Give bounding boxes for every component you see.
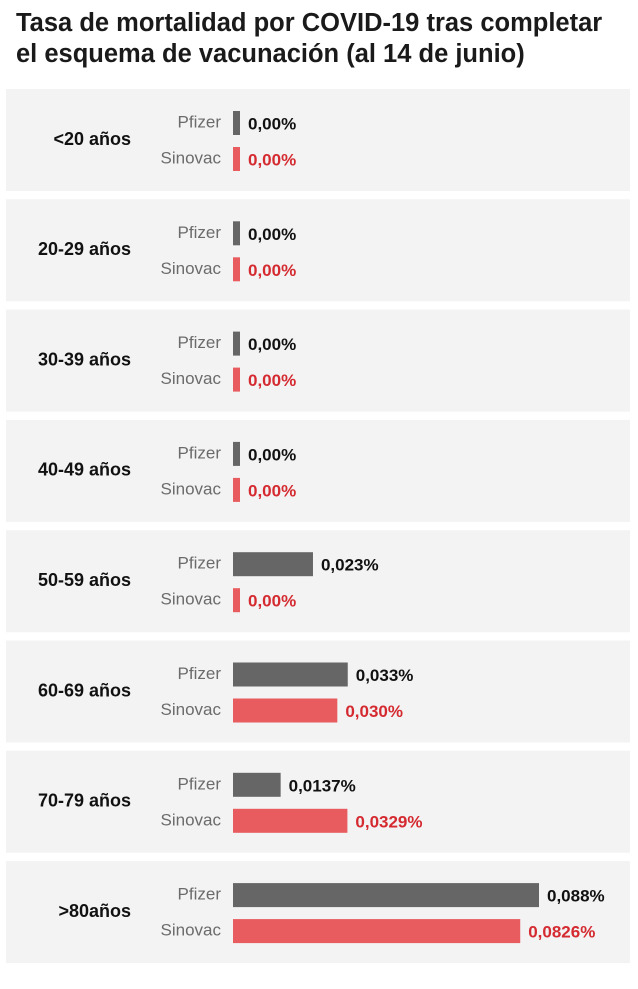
data-label: 0,00%: [248, 150, 296, 169]
sinovac-bar: [233, 147, 240, 171]
sinovac-bar: [233, 367, 240, 392]
data-label: 0,0826%: [528, 923, 595, 942]
data-label: 0,00%: [248, 371, 296, 390]
data-label: 0,00%: [248, 481, 296, 500]
category-label: 50-59 años: [38, 570, 131, 590]
sinovac-bar: [233, 588, 240, 613]
series-label: Pfizer: [178, 112, 222, 131]
category-label: 70-79 años: [38, 791, 131, 811]
category-label: 20-29 años: [38, 239, 131, 259]
series-label: Pfizer: [178, 333, 222, 352]
series-label: Sinovac: [161, 369, 222, 388]
series-label: Sinovac: [161, 700, 222, 719]
category-row: [6, 530, 630, 633]
sinovac-bar: [233, 808, 348, 833]
series-label: Sinovac: [161, 148, 222, 167]
data-label: 0,023%: [321, 556, 379, 575]
series-label: Sinovac: [161, 479, 222, 498]
series-label: Pfizer: [178, 885, 222, 904]
category-row: [6, 89, 630, 191]
category-row: [6, 199, 630, 302]
category-label: 30-39 años: [38, 349, 131, 369]
series-label: Pfizer: [178, 443, 222, 462]
pfizer-bar: [233, 221, 240, 246]
data-label: 0,00%: [248, 225, 296, 244]
sinovac-bar: [233, 477, 240, 502]
pfizer-bar: [233, 552, 313, 577]
category-label: 60-69 años: [38, 680, 131, 700]
series-label: Sinovac: [161, 921, 222, 940]
data-label: 0,0329%: [355, 812, 422, 831]
series-label: Pfizer: [178, 554, 222, 573]
category-row: [6, 750, 630, 853]
pfizer-bar: [233, 111, 240, 135]
data-label: 0,033%: [356, 666, 414, 685]
category-row: [6, 309, 630, 412]
sinovac-bar: [233, 919, 521, 944]
data-label: 0,00%: [248, 335, 296, 354]
series-label: Pfizer: [178, 223, 222, 242]
category-label: 40-49 años: [38, 460, 131, 480]
pfizer-bar: [233, 441, 240, 466]
series-label: Sinovac: [161, 590, 222, 609]
category-label: >80años: [58, 901, 131, 921]
series-label: Pfizer: [178, 664, 222, 683]
data-label: 0,00%: [248, 445, 296, 464]
data-label: 0,088%: [547, 887, 605, 906]
chart-title: Tasa de mortalidad por COVID-19 tras com…: [16, 9, 603, 68]
series-label: Pfizer: [178, 774, 222, 793]
sinovac-bar: [233, 698, 338, 723]
pfizer-bar: [233, 883, 539, 908]
category-label: <20 años: [53, 129, 131, 149]
pfizer-bar: [233, 772, 281, 797]
sinovac-bar: [233, 257, 240, 282]
category-row: [6, 419, 630, 522]
category-row: [6, 640, 630, 743]
category-row: [6, 861, 630, 964]
pfizer-bar: [233, 662, 348, 687]
data-label: 0,030%: [345, 702, 403, 721]
data-label: 0,00%: [248, 261, 296, 280]
series-label: Sinovac: [161, 259, 222, 278]
series-label: Sinovac: [161, 810, 222, 829]
pfizer-bar: [233, 331, 240, 356]
data-label: 0,0137%: [289, 776, 356, 795]
data-label: 0,00%: [248, 592, 296, 611]
data-label: 0,00%: [248, 114, 296, 133]
